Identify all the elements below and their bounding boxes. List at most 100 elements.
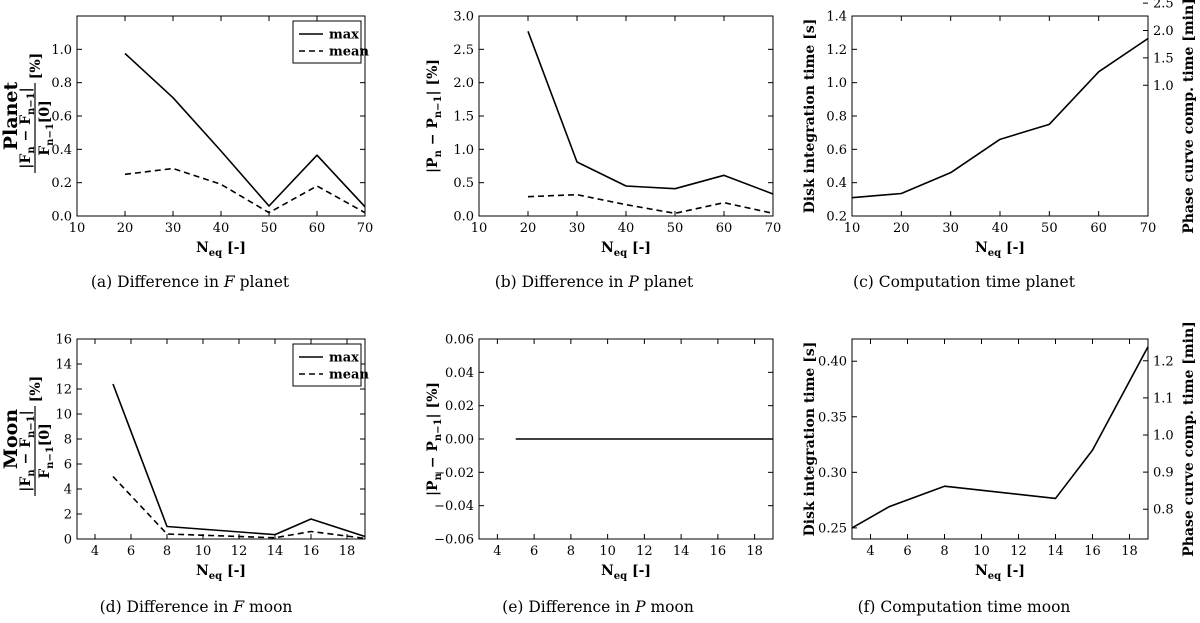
y-label-sub2: n−1 — [433, 96, 444, 119]
x-tick-label: 8 — [567, 544, 575, 559]
y-tick-label: 1.4 — [826, 10, 847, 25]
row-label-planet: Planet — [0, 82, 22, 151]
y-label-num-c: | — [18, 410, 34, 415]
legend: max mean — [292, 20, 369, 64]
x-axis-label-sub: eq — [988, 571, 1001, 582]
legend-box — [292, 343, 362, 387]
x-axis-label-rest: [-] — [222, 563, 246, 579]
x-tick-label: 60 — [1090, 221, 1107, 236]
y-right-tick-label: 0.9 — [1153, 466, 1174, 481]
legend-label-max: max — [329, 28, 359, 43]
x-axis-label: Neq [-] — [975, 563, 1025, 582]
y-label-a: |P — [425, 157, 441, 173]
caption-part: F — [232, 598, 245, 616]
x-axis-label-main: N — [196, 563, 209, 579]
y-tick-label: −0.04 — [434, 499, 474, 514]
caption-b: (b) Difference in P planet — [495, 273, 694, 291]
y-label-num-sub2: n−1 — [26, 92, 37, 115]
y-label-a: |P — [425, 480, 441, 496]
x-tick-label: 50 — [667, 221, 684, 236]
x-tick-label: 50 — [1041, 221, 1058, 236]
legend-box — [292, 20, 362, 64]
x-axis-label: Neq [-] — [601, 563, 651, 582]
x-tick-label: 14 — [673, 544, 690, 559]
x-axis-label-sub: eq — [614, 571, 627, 582]
x-tick-label: 70 — [357, 221, 374, 236]
y-tick-label: −0.06 — [434, 533, 474, 548]
x-tick-label: 6 — [530, 544, 538, 559]
x-axis-label-sub: eq — [988, 248, 1001, 259]
y-tick-label: −0.02 — [434, 466, 474, 481]
caption-part: P — [627, 273, 639, 291]
y-right-tick-label: 1.0 — [1153, 79, 1174, 94]
y-label-c: | — [425, 413, 441, 418]
y-tick-label: 0 — [64, 533, 72, 548]
y-tick-label: 0.04 — [445, 366, 474, 381]
x-tick-label: 70 — [765, 221, 782, 236]
x-tick-label: 30 — [942, 221, 959, 236]
y-tick-label: 2 — [64, 508, 72, 523]
series-line-time — [851, 346, 1149, 529]
y-tick-label: 4 — [64, 483, 72, 498]
y-tick-label: 0.02 — [445, 399, 474, 414]
y-axis-label: |Pn − Pn−1| [%] — [425, 382, 444, 496]
x-axis-label: Neq [-] — [196, 563, 246, 582]
caption-a: (a) Difference in F planet — [91, 273, 290, 291]
y-tick-label: 0.5 — [453, 176, 474, 191]
y-tick-label: 0.4 — [51, 143, 72, 158]
legend-label-mean: mean — [329, 368, 369, 383]
x-tick-label: 10 — [69, 221, 86, 236]
y-tick-label: 3.0 — [453, 10, 474, 25]
y-right-tick-label: 1.0 — [1153, 429, 1174, 444]
x-tick-label: 20 — [117, 221, 134, 236]
x-tick-label: 60 — [716, 221, 733, 236]
y-label-num-a: |F — [18, 477, 34, 492]
x-tick-label: 70 — [1140, 221, 1157, 236]
x-tick-label: 40 — [618, 221, 635, 236]
y-tick-label: 0.06 — [445, 333, 474, 348]
y-label-unit: [%] — [425, 382, 441, 413]
x-axis-label-main: N — [196, 240, 209, 256]
caption-part: (f) Computation time moon — [858, 598, 1071, 616]
panel-e: 4 6 8 10 12 14 16 18 −0.06 −0.04 −0.02 0.00 0.02 0.04… — [425, 333, 774, 616]
y-label-sub1: n — [433, 149, 444, 157]
y-label-den-b: [0] — [37, 100, 53, 123]
y-label-unit: [%] — [425, 59, 441, 90]
series-line-mean — [527, 193, 774, 215]
x-tick-label: 16 — [303, 544, 320, 559]
y-label-num-sub1: n — [26, 146, 37, 154]
x-tick-label: 12 — [636, 544, 653, 559]
x-tick-label: 10 — [844, 221, 861, 236]
x-axis-label-rest: [-] — [1001, 563, 1025, 579]
x-tick-label: 14 — [267, 544, 284, 559]
x-tick-label: 12 — [231, 544, 248, 559]
y-tick-label: 2.0 — [453, 76, 474, 91]
panel-f: 4 6 8 10 12 14 16 18 0.25 0.30 0.35 0.40 0.8 0.9 1.0 1.… — [802, 321, 1197, 616]
y-tick-label: 12 — [55, 383, 72, 398]
caption-part: planet — [235, 273, 290, 291]
y-tick-label: 6 — [64, 458, 72, 473]
x-axis-label-sub: eq — [614, 248, 627, 259]
x-tick-label: 16 — [710, 544, 727, 559]
y-tick-label: 0.35 — [818, 410, 847, 425]
y-label-num-b: − F — [18, 438, 34, 469]
y-right-tick-label: 2.5 — [1153, 0, 1174, 12]
y-label-den-a: F — [37, 469, 53, 479]
x-tick-label: 20 — [520, 221, 537, 236]
y-axis-label: |Fn − Fn−1|Fn−1[0][%] — [18, 376, 56, 496]
y-tick-label: 14 — [55, 358, 72, 373]
x-axis-label-sub: eq — [209, 571, 222, 582]
x-tick-label: 6 — [127, 544, 135, 559]
y-tick-label: 0.2 — [826, 210, 847, 225]
x-tick-label: 10 — [973, 544, 990, 559]
y-tick-label: 0.2 — [51, 176, 72, 191]
caption-c: (c) Computation time planet — [853, 273, 1076, 291]
legend-label-max: max — [329, 351, 359, 366]
y-label-sub1: n — [433, 472, 444, 480]
x-tick-label: 20 — [893, 221, 910, 236]
x-tick-label: 10 — [599, 544, 616, 559]
caption-part: (e) Difference in — [502, 598, 635, 616]
panel-c: 10 20 30 40 50 60 70 0.2 0.4 0.6 0.8 1.0 1.2 1.4 1.0 1.… — [802, 0, 1197, 291]
y-label-num-sub1: n — [26, 469, 37, 477]
